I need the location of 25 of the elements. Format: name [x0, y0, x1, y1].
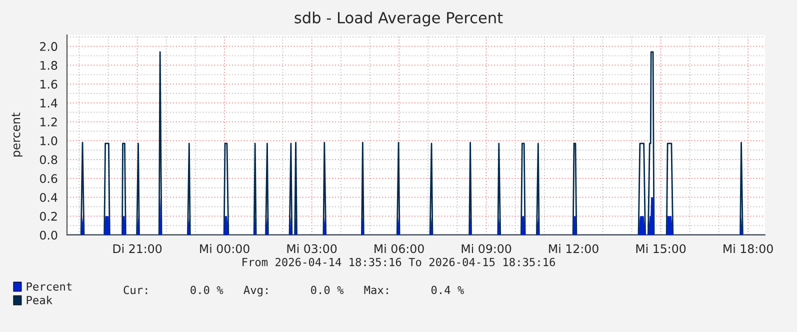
chart-title: sdb - Load Average Percent	[294, 12, 503, 26]
x-tick-label: Mi 06:00	[374, 244, 424, 254]
x-tick-label: Mi 15:00	[636, 244, 686, 254]
y-tick-label: 1.0	[40, 136, 58, 146]
x-tick-label: Mi 00:00	[200, 244, 250, 254]
y-tick-label: 0.0	[40, 230, 58, 240]
y-tick-label: 1.2	[40, 118, 57, 126]
y-tick-label: 1.8	[40, 60, 58, 70]
y-tick-label: 0.4	[40, 192, 58, 202]
x-tick-label: Mi 12:00	[549, 244, 598, 254]
text: Cur: 0.0 % Avg: 0.0 % Max: 0.4 %	[124, 286, 464, 296]
x-tick-label: Mi 09:00	[462, 244, 512, 254]
x-tick-label: Mi 18:00	[724, 244, 773, 254]
legend-label: Percent	[26, 282, 72, 291]
y-tick-label: 0.6	[40, 174, 58, 184]
y-axis-title: percent	[12, 112, 23, 157]
legend-label: Peak	[26, 296, 52, 304]
y-tick-label: 1.6	[40, 80, 58, 89]
x-tick-label: Di 21:00	[113, 244, 162, 254]
y-tick-label: 0.2	[40, 212, 57, 221]
y-tick-label: 0.8	[40, 155, 58, 164]
text: From 2026-04-14 18:35:16 To 2026-04-15 18:35:16	[242, 258, 555, 266]
x-tick-label: Mi 03:00	[287, 244, 337, 254]
y-tick-label: 2.0	[40, 42, 58, 51]
y-tick-label: 1.4	[40, 98, 58, 108]
